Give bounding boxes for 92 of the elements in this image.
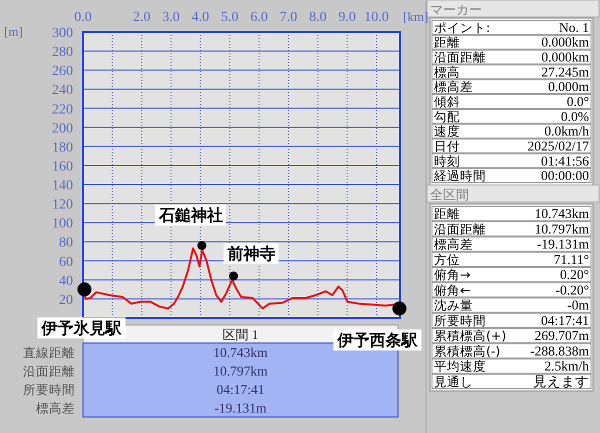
x-tick-label: 9.0 bbox=[338, 10, 356, 25]
y-tick-label: 80 bbox=[59, 236, 73, 251]
point bbox=[392, 301, 406, 316]
x-tick-label: 7.0 bbox=[280, 10, 298, 25]
text: 2.5km/h bbox=[544, 358, 590, 374]
text: 0.000m bbox=[548, 79, 590, 94]
text: 直線距離 bbox=[23, 344, 75, 360]
text: 0.0km/h bbox=[544, 124, 590, 139]
text: 0.000km bbox=[541, 50, 590, 65]
y-tick-label: 160 bbox=[52, 159, 73, 174]
text: 勾配 bbox=[434, 108, 460, 124]
y-tick-label: 140 bbox=[52, 178, 73, 194]
text: 標高差 bbox=[434, 236, 473, 252]
text: 俯角← bbox=[434, 282, 470, 298]
text: 標高差 bbox=[36, 400, 75, 416]
text: 標高 bbox=[434, 64, 460, 80]
annotation: 前神寺 bbox=[226, 244, 276, 264]
text: 沿面距離 bbox=[434, 221, 486, 236]
point bbox=[77, 282, 92, 296]
text: 標高差 bbox=[434, 79, 473, 94]
x-axis-title: [km] bbox=[403, 9, 428, 24]
text: 27.245m bbox=[541, 64, 590, 80]
point bbox=[197, 241, 206, 250]
text: 00:00:00 bbox=[540, 168, 590, 184]
text: 10.797km bbox=[534, 221, 590, 236]
text: ポイント: bbox=[434, 20, 490, 35]
text: 0.20° bbox=[560, 267, 589, 282]
text: 見えます bbox=[533, 374, 589, 389]
text: 0.0% bbox=[560, 108, 589, 124]
text: 平均速度 bbox=[434, 358, 486, 374]
text: 速度 bbox=[434, 124, 460, 139]
text: 傾斜 bbox=[434, 94, 460, 109]
y-tick-label: 220 bbox=[52, 102, 73, 118]
y-tick-label: 300 bbox=[52, 26, 73, 41]
text: 距離 bbox=[434, 206, 460, 222]
text: 所要時間 bbox=[434, 312, 486, 328]
y-tick-label: 260 bbox=[52, 64, 73, 80]
text: 沈み量 bbox=[434, 298, 473, 313]
text: 沿面距離 bbox=[434, 50, 486, 65]
text: 269.707m bbox=[534, 328, 590, 344]
text: 沿面距離 bbox=[23, 363, 75, 378]
text: 0.000km bbox=[541, 34, 590, 50]
y-tick-label: 280 bbox=[52, 45, 73, 60]
annotation: 伊予西条駅 bbox=[336, 330, 418, 350]
x-tick-label: 0.0 bbox=[74, 10, 92, 25]
x-tick-label: 10.0 bbox=[364, 10, 389, 25]
text: -19.131m bbox=[536, 236, 590, 252]
text: -19.131m bbox=[214, 400, 268, 416]
text: 区間 1 bbox=[222, 327, 258, 342]
x-tick-label: 5.0 bbox=[221, 10, 239, 25]
text: 10.797km bbox=[213, 363, 268, 378]
x-tick-label: 4.0 bbox=[192, 10, 210, 25]
text: 経過時間 bbox=[433, 168, 486, 184]
text: -0.20° bbox=[555, 282, 589, 298]
text: 04:17:41 bbox=[216, 382, 265, 397]
y-tick-label: 200 bbox=[52, 121, 73, 136]
text: 方位 bbox=[434, 252, 460, 267]
x-tick-label: 6.0 bbox=[250, 10, 268, 25]
text: 10.743km bbox=[213, 344, 268, 360]
text: -288.838m bbox=[530, 343, 590, 358]
text: 累積標高(+) bbox=[434, 328, 506, 344]
text: 全区間 bbox=[430, 188, 469, 203]
y-tick-label: 240 bbox=[52, 83, 73, 98]
text: 01:41:56 bbox=[540, 153, 590, 168]
x-tick-label: 8.0 bbox=[309, 10, 327, 25]
text: 日付 bbox=[434, 138, 460, 154]
text: 累積標高(-) bbox=[434, 343, 500, 358]
x-tick-label: 2.0 bbox=[132, 10, 150, 25]
y-tick-label: 40 bbox=[59, 274, 73, 289]
y-axis-title: [m] bbox=[4, 24, 23, 39]
annotation: 伊予氷見駅 bbox=[40, 318, 122, 338]
text: 10.743km bbox=[534, 206, 590, 222]
text: マーカー bbox=[430, 3, 482, 18]
y-tick-label: 20 bbox=[59, 292, 73, 308]
annotation: 石鎚神社 bbox=[158, 206, 223, 225]
text: 71.11° bbox=[554, 252, 589, 267]
text: 距離 bbox=[434, 34, 460, 50]
point bbox=[229, 272, 238, 281]
text: 所要時間 bbox=[23, 382, 75, 397]
y-tick-label: 60 bbox=[59, 254, 73, 270]
text: 見通し bbox=[434, 374, 473, 389]
text: 俯角→ bbox=[434, 267, 470, 282]
text: 0.0° bbox=[566, 94, 589, 109]
y-tick-label: 100 bbox=[52, 216, 73, 232]
text: 04:17:41 bbox=[540, 312, 589, 328]
text: No. 1 bbox=[559, 20, 589, 35]
text: 2025/02/17 bbox=[527, 138, 590, 154]
text: 時刻 bbox=[434, 153, 460, 168]
x-tick-label: 3.0 bbox=[162, 10, 180, 25]
text: -0m bbox=[567, 298, 590, 313]
y-tick-label: 120 bbox=[52, 198, 73, 213]
y-tick-label: 180 bbox=[52, 140, 73, 156]
